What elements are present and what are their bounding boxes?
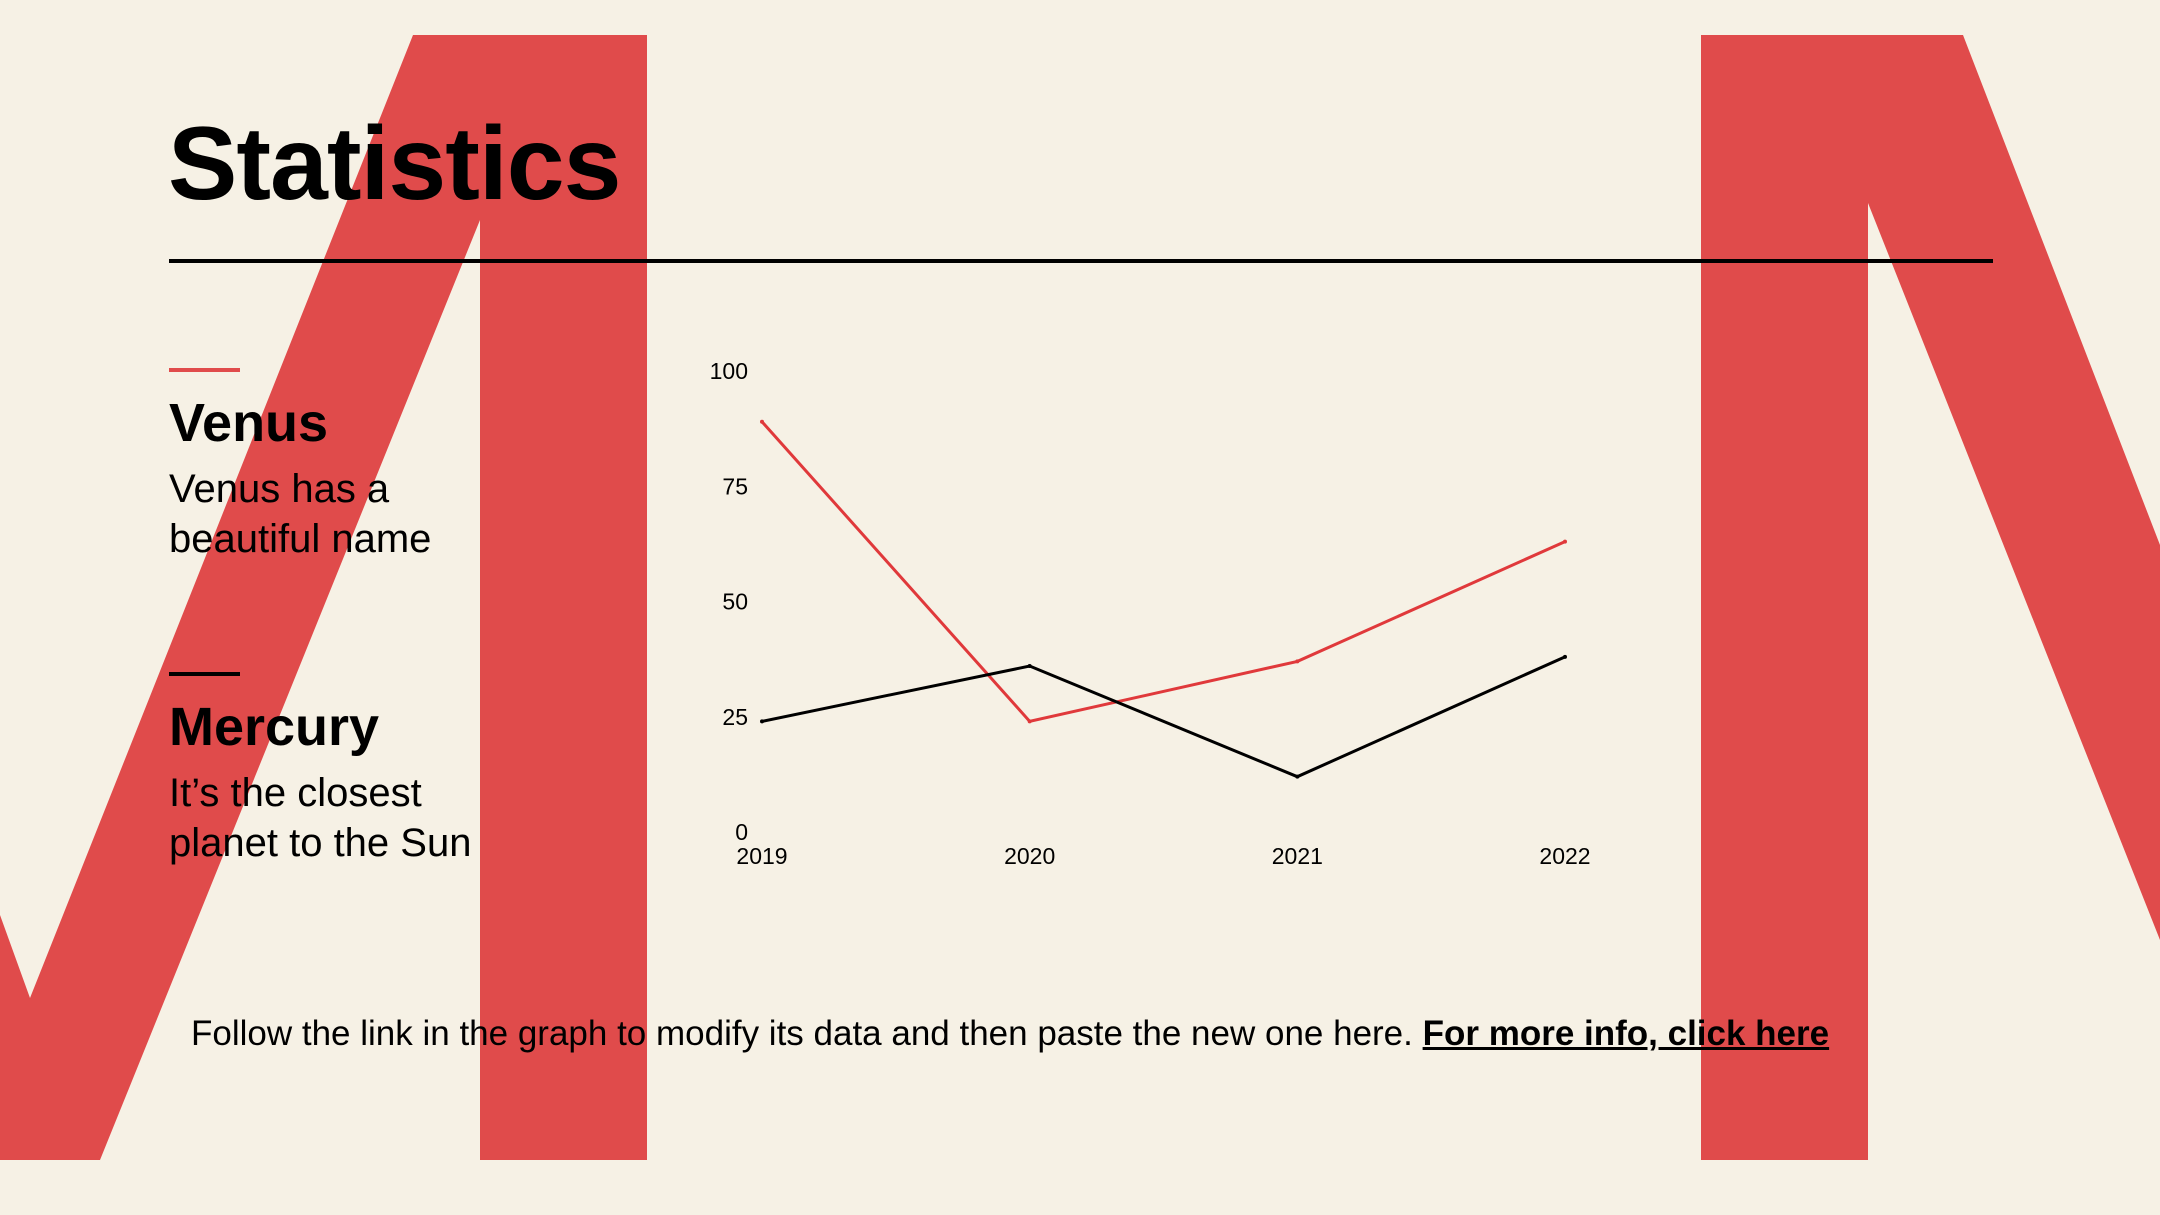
y-tick-label: 75 xyxy=(722,473,748,499)
legend-name-mercury: Mercury xyxy=(169,697,380,757)
footer-note: Follow the link in the graph to modify i… xyxy=(191,1012,1829,1056)
legend-item-mercury: Mercury It’s the closest planet to the S… xyxy=(169,672,589,868)
legend-description-mercury-line1: It’s the closest xyxy=(169,771,422,815)
data-point-mercury[interactable] xyxy=(1295,774,1300,779)
legend-marker-venus xyxy=(169,368,240,372)
x-tick-label: 2021 xyxy=(1272,843,1323,869)
legend-item-venus: Venus Venus has a beautiful name xyxy=(169,368,589,564)
data-point-mercury[interactable] xyxy=(1027,664,1032,669)
legend-description-venus-line1: Venus has a xyxy=(169,467,390,511)
more-info-link[interactable]: For more info, click here xyxy=(1422,1014,1830,1053)
data-point-venus[interactable] xyxy=(760,419,764,424)
series-line-venus[interactable] xyxy=(760,420,1566,724)
page-title: Statistics xyxy=(168,106,621,222)
footer-text: Follow the link in the graph to modify i… xyxy=(191,1014,1413,1053)
legend-description-venus-line2: beautiful name xyxy=(169,517,432,561)
x-tick-label: 2022 xyxy=(1539,843,1590,869)
title-divider xyxy=(169,259,1993,263)
left-zigzag-shape xyxy=(0,35,647,1160)
x-tick-label: 2019 xyxy=(736,843,787,869)
data-point-venus[interactable] xyxy=(1027,719,1032,724)
data-point-venus[interactable] xyxy=(1295,659,1300,664)
y-tick-label: 100 xyxy=(710,358,748,384)
right-zigzag-shape xyxy=(1701,35,2160,1160)
y-tick-label: 25 xyxy=(722,704,748,730)
legend-description-mercury-line2: planet to the Sun xyxy=(169,821,472,865)
legend-description-mercury: It’s the closest planet to the Sun xyxy=(169,768,589,868)
legend-marker-mercury xyxy=(169,672,240,676)
y-tick-label: 0 xyxy=(735,819,748,845)
legend-name-venus: Venus xyxy=(169,393,329,453)
data-point-mercury[interactable] xyxy=(1563,654,1567,659)
data-point-mercury[interactable] xyxy=(760,719,764,724)
x-tick-label: 2020 xyxy=(1004,843,1055,869)
series-line-mercury[interactable] xyxy=(761,655,1566,779)
data-point-venus[interactable] xyxy=(1563,539,1567,544)
legend-description-venus: Venus has a beautiful name xyxy=(169,464,589,564)
y-tick-label: 50 xyxy=(722,589,748,615)
